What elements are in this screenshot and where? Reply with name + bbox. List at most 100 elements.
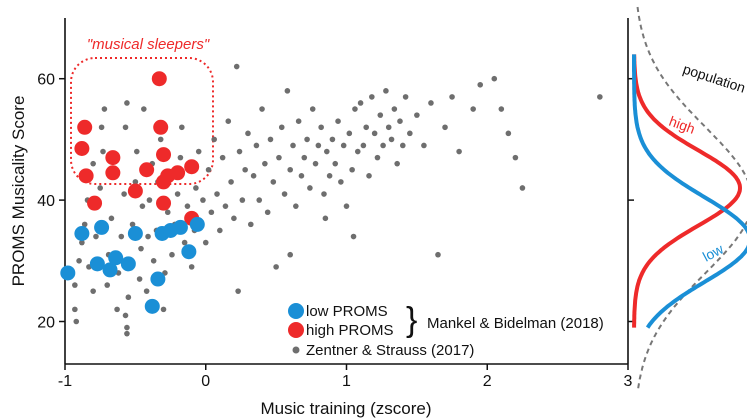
zentner-strauss-2017-point bbox=[200, 197, 206, 203]
low-proms-point bbox=[94, 219, 110, 235]
x-axis-label: Music training (zscore) bbox=[261, 399, 432, 418]
legend-high-label: high PROMS bbox=[306, 322, 394, 339]
x-tick-label: -1 bbox=[58, 373, 72, 390]
zentner-strauss-2017-point bbox=[205, 166, 212, 173]
zentner-strauss-2017-point bbox=[139, 203, 146, 209]
zentner-strauss-2017-point bbox=[169, 251, 175, 258]
zentner-strauss-2017-point bbox=[273, 264, 279, 270]
high-proms-point bbox=[139, 162, 155, 178]
high-proms-point bbox=[87, 195, 103, 211]
zentner-strauss-2017-point bbox=[343, 203, 350, 209]
data-points bbox=[60, 63, 603, 337]
x-tick-label: 1 bbox=[342, 373, 351, 390]
zentner-strauss-2017-point bbox=[505, 130, 512, 137]
low-proms-point bbox=[150, 271, 166, 287]
zentner-strauss-2017-point bbox=[352, 106, 358, 112]
zentner-strauss-2017-point bbox=[278, 124, 285, 131]
zentner-strauss-2017-point bbox=[281, 191, 288, 197]
zentner-strauss-2017-point bbox=[124, 324, 130, 331]
zentner-strauss-2017-point bbox=[414, 112, 420, 118]
zentner-strauss-2017-point bbox=[150, 258, 157, 264]
zentner-strauss-2017-point bbox=[366, 173, 372, 179]
low-label: low bbox=[700, 240, 727, 264]
zentner-strauss-2017-point bbox=[346, 130, 353, 137]
zentner-strauss-2017-point bbox=[421, 142, 427, 149]
zentner-strauss-2017-point bbox=[394, 160, 400, 167]
zentner-strauss-2017-point bbox=[239, 197, 246, 203]
zentner-strauss-2017-point bbox=[371, 130, 378, 137]
zentner-strauss-2017-point bbox=[72, 282, 78, 288]
zentner-strauss-2017-point bbox=[184, 203, 191, 209]
high-proms-point bbox=[170, 165, 186, 181]
legend-brace: } bbox=[406, 301, 417, 339]
zentner-strauss-2017-point bbox=[383, 88, 389, 94]
zentner-strauss-2017-point bbox=[121, 191, 127, 197]
high-proms-point bbox=[156, 147, 172, 163]
zentner-strauss-2017-point bbox=[318, 124, 324, 131]
legend-zentner-label: Zentner & Strauss (2017) bbox=[306, 342, 474, 359]
zentner-strauss-2017-point bbox=[100, 148, 106, 155]
zentner-strauss-2017-point bbox=[104, 282, 111, 288]
zentner-strauss-2017-point bbox=[256, 197, 263, 203]
zentner-strauss-2017-point bbox=[93, 233, 99, 240]
zentner-strauss-2017-point bbox=[90, 160, 96, 167]
zentner-strauss-2017-point bbox=[262, 160, 268, 167]
y-tick-label: 20 bbox=[37, 315, 55, 332]
zentner-strauss-2017-point bbox=[340, 142, 347, 149]
low-proms-point bbox=[89, 256, 105, 272]
low-proms-point bbox=[189, 216, 205, 232]
low-distribution-curve bbox=[632, 54, 747, 329]
zentner-strauss-2017-point bbox=[219, 154, 226, 161]
zentner-strauss-2017-point bbox=[360, 142, 367, 149]
zentner-strauss-2017-point bbox=[397, 118, 403, 124]
zentner-strauss-2017-point bbox=[108, 215, 115, 222]
zentner-strauss-2017-point bbox=[597, 94, 603, 100]
zentner-strauss-2017-point bbox=[349, 166, 355, 173]
zentner-strauss-2017-point bbox=[491, 75, 498, 82]
musical-sleepers-label: "musical sleepers" bbox=[87, 36, 210, 53]
zentner-strauss-2017-point bbox=[98, 124, 105, 131]
zentner-strauss-2017-point bbox=[253, 142, 260, 149]
x-tick-label: 0 bbox=[201, 373, 210, 390]
zentner-strauss-2017-point bbox=[442, 124, 448, 131]
high-proms-point bbox=[156, 195, 172, 211]
legend-group-label: Mankel & Bidelman (2018) bbox=[427, 315, 604, 332]
zentner-strauss-2017-point bbox=[332, 160, 339, 167]
zentner-strauss-2017-point bbox=[363, 124, 370, 131]
zentner-strauss-2017-point bbox=[174, 191, 181, 197]
zentner-strauss-2017-point bbox=[519, 185, 526, 191]
zentner-strauss-2017-point bbox=[225, 118, 232, 124]
zentner-strauss-2017-point bbox=[122, 124, 129, 131]
x-tick-label: 3 bbox=[624, 373, 633, 390]
zentner-strauss-2017-point bbox=[354, 148, 361, 155]
zentner-strauss-2017-point bbox=[132, 179, 139, 185]
zentner-strauss-2017-point bbox=[301, 154, 308, 161]
zentner-strauss-2017-point bbox=[114, 306, 120, 313]
zentner-strauss-2017-point bbox=[247, 221, 254, 228]
zentner-strauss-2017-point bbox=[202, 239, 209, 246]
zentner-strauss-2017-point bbox=[315, 142, 322, 149]
zentner-strauss-2017-point bbox=[385, 124, 392, 131]
zentner-strauss-2017-point bbox=[125, 294, 132, 301]
high-proms-point bbox=[105, 165, 121, 181]
low-proms-point bbox=[172, 219, 188, 235]
zentner-strauss-2017-point bbox=[304, 136, 310, 143]
zentner-strauss-2017-point bbox=[287, 251, 294, 258]
high-distribution-curve bbox=[632, 54, 743, 328]
zentner-strauss-2017-point bbox=[233, 63, 240, 70]
zentner-strauss-2017-point bbox=[164, 209, 171, 216]
zentner-strauss-2017-point bbox=[129, 221, 136, 228]
legend-low-marker bbox=[288, 303, 304, 319]
zentner-strauss-2017-point bbox=[391, 106, 398, 112]
high-proms-point bbox=[74, 141, 90, 157]
zentner-strauss-2017-point bbox=[143, 288, 150, 294]
distribution-panel: population high low bbox=[632, 5, 747, 389]
zentner-strauss-2017-point bbox=[470, 106, 476, 112]
zentner-strauss-2017-point bbox=[388, 136, 395, 143]
x-tick-label: 2 bbox=[483, 373, 492, 390]
zentner-strauss-2017-point bbox=[231, 215, 237, 222]
low-proms-point bbox=[74, 225, 90, 241]
zentner-strauss-2017-point bbox=[73, 318, 80, 325]
zentner-strauss-2017-point bbox=[217, 227, 223, 234]
y-ticks: 20 40 60 bbox=[37, 72, 634, 332]
